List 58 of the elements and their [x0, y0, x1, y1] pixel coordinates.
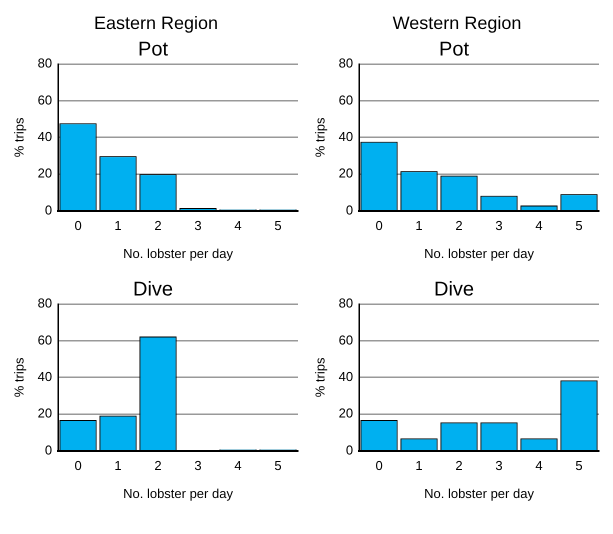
- x-tick-label: 4: [234, 218, 242, 234]
- y-tick-label: 40: [38, 128, 52, 144]
- chart-title: Pot: [438, 38, 470, 61]
- y-axis-title: % trips: [312, 357, 328, 398]
- x-tick-label: 1: [114, 458, 122, 474]
- text: Western Region: [392, 12, 522, 35]
- x-axis-title: No. lobster per day: [123, 486, 234, 501]
- y-axis-title: % trips: [11, 117, 26, 158]
- y-axis-title: % trips: [11, 357, 26, 398]
- x-axis-title: No. lobster per day: [123, 246, 234, 261]
- y-tick-label: 20: [338, 166, 354, 181]
- y-axis-title: % trips: [312, 117, 328, 158]
- x-tick-label: 5: [274, 458, 282, 474]
- y-tick-label: 80: [338, 56, 354, 71]
- y-tick-label: 80: [38, 296, 52, 311]
- y-tick-label: 60: [338, 332, 354, 348]
- y-tick-label: 40: [338, 368, 354, 384]
- y-tick-label: 20: [38, 166, 52, 181]
- x-tick-label: 0: [375, 218, 383, 234]
- x-tick-label: 2: [154, 218, 162, 234]
- x-axis-title: No. lobster per day: [424, 486, 534, 501]
- y-tick-label: 20: [338, 406, 354, 421]
- text: Eastern Region: [92, 12, 220, 35]
- x-tick-label: 5: [575, 218, 583, 234]
- y-tick-label: 60: [38, 92, 52, 108]
- y-tick-label: 0: [44, 442, 52, 458]
- x-axis-title: No. lobster per day: [424, 246, 534, 261]
- x-tick-label: 3: [495, 218, 503, 234]
- x-tick-label: 0: [375, 458, 383, 474]
- x-tick-label: 2: [154, 458, 162, 474]
- y-tick-label: 40: [38, 368, 52, 384]
- x-tick-label: 4: [234, 458, 242, 474]
- x-tick-label: 5: [575, 458, 583, 474]
- x-tick-label: 1: [114, 218, 122, 234]
- x-tick-label: 0: [74, 218, 82, 234]
- y-tick-label: 40: [338, 128, 354, 144]
- y-tick-label: 60: [38, 332, 52, 348]
- x-tick-label: 3: [495, 458, 503, 474]
- y-tick-label: 60: [338, 92, 354, 108]
- y-tick-label: 0: [346, 202, 354, 218]
- y-tick-label: 80: [338, 296, 354, 311]
- chart-title: Dive: [434, 278, 474, 301]
- y-tick-label: 0: [346, 442, 354, 458]
- x-tick-label: 4: [535, 218, 543, 234]
- x-tick-label: 5: [274, 218, 282, 234]
- x-tick-label: 3: [194, 458, 202, 474]
- chart-title: Pot: [138, 38, 168, 61]
- y-tick-label: 80: [38, 56, 52, 71]
- x-tick-label: 2: [455, 458, 463, 474]
- x-tick-label: 2: [455, 218, 463, 234]
- y-tick-label: 0: [44, 202, 52, 218]
- x-tick-label: 1: [415, 218, 423, 234]
- x-tick-label: 0: [74, 458, 82, 474]
- x-tick-label: 1: [415, 458, 423, 474]
- y-tick-label: 20: [38, 406, 52, 421]
- x-tick-label: 3: [194, 218, 202, 234]
- x-tick-label: 4: [535, 458, 543, 474]
- chart-title: Dive: [132, 278, 174, 301]
